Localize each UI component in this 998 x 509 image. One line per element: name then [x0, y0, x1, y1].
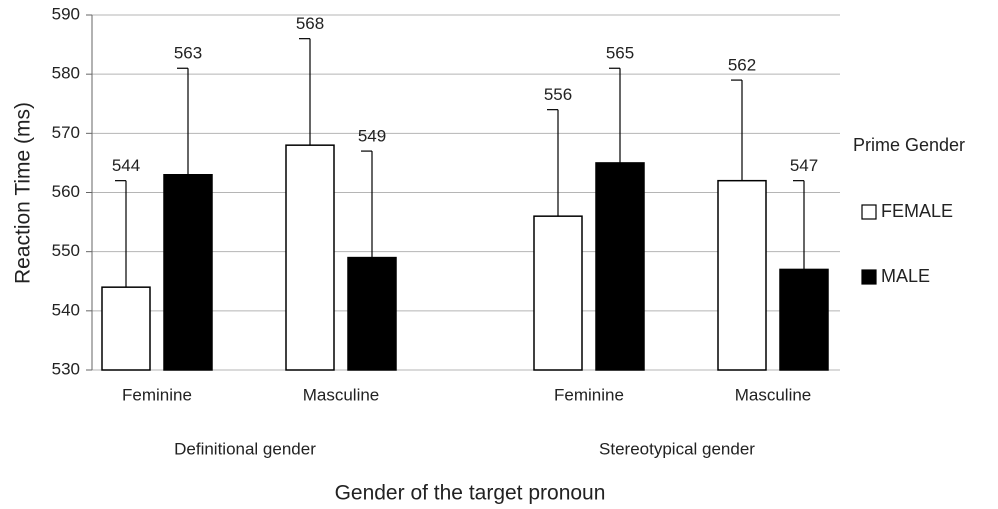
y-tick-label: 570 — [52, 123, 80, 142]
y-axis-label: Reaction Time (ms) — [12, 102, 35, 284]
x-axis-label: Gender of the target pronoun — [335, 482, 606, 505]
data-label: 565 — [606, 44, 634, 63]
legend-title: Prime Gender — [853, 135, 965, 155]
data-label: 556 — [544, 85, 572, 104]
legend-swatch — [861, 204, 877, 220]
bar — [101, 286, 151, 371]
data-label: 544 — [112, 156, 140, 175]
bar — [717, 179, 767, 371]
bar — [595, 162, 645, 371]
y-tick-label: 540 — [52, 300, 80, 319]
data-label: 568 — [296, 14, 324, 33]
bar — [347, 256, 397, 371]
data-label: 549 — [358, 127, 386, 146]
bar — [779, 268, 829, 371]
y-tick-label: 580 — [52, 64, 80, 83]
data-label: 563 — [174, 44, 202, 63]
bar — [285, 144, 335, 371]
data-label: 562 — [728, 56, 756, 75]
legend-label: MALE — [881, 266, 930, 286]
y-tick-label: 590 — [52, 4, 80, 23]
y-tick-label: 530 — [52, 359, 80, 378]
legend-swatch — [861, 269, 877, 285]
legend-label: FEMALE — [881, 201, 953, 221]
x-tick-label: Feminine — [554, 385, 624, 404]
y-tick-label: 560 — [52, 182, 80, 201]
y-tick-label: 550 — [52, 241, 80, 260]
bar — [163, 174, 213, 371]
bar — [533, 215, 583, 371]
x-tick-label: Feminine — [122, 385, 192, 404]
x-tick-label: Masculine — [303, 385, 380, 404]
data-label: 547 — [790, 156, 818, 175]
group-label: Definitional gender — [174, 439, 316, 458]
group-label: Stereotypical gender — [599, 439, 755, 458]
x-tick-label: Masculine — [735, 385, 812, 404]
